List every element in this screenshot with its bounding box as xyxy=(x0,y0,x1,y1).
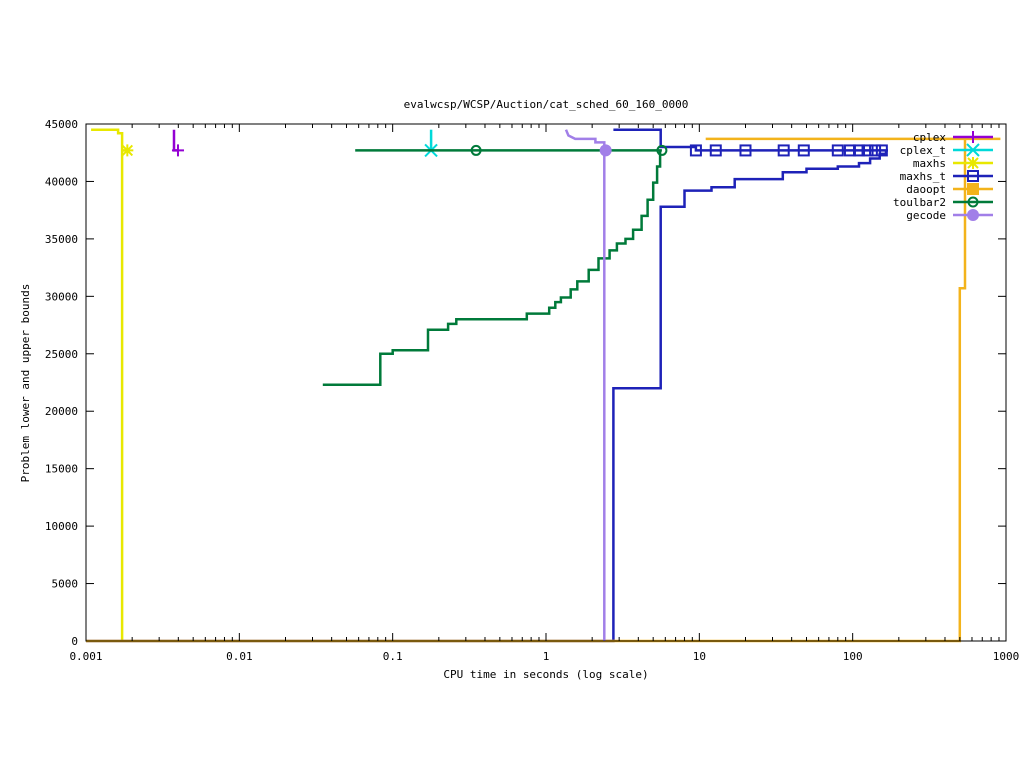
series-point-toulbar2 xyxy=(656,144,668,156)
series-line-toulbar2 xyxy=(322,150,662,387)
x-tick-label: 1 xyxy=(543,650,550,663)
series-point-maxhs_t xyxy=(689,144,702,157)
series-cplex_t xyxy=(424,129,438,158)
y-tick-label: 45000 xyxy=(45,118,78,131)
series-line-maxhs_t xyxy=(613,128,888,152)
x-tick-label: 10 xyxy=(693,650,706,663)
series-point-maxhs_t xyxy=(831,144,844,157)
legend-label-gecode: gecode xyxy=(906,209,946,222)
series-daoopt xyxy=(86,137,1001,643)
x-tick-label: 0.1 xyxy=(383,650,403,663)
legend: cplexcplex_tmaxhsmaxhs_tdaoopttoulbar2ge… xyxy=(893,131,993,222)
y-axis-label: Problem lower and upper bounds xyxy=(19,284,32,483)
series-point-maxhs_t xyxy=(875,144,888,157)
axis-ticks: 0.001 0.01 0.1 1 10 100 1000050001000015000200… xyxy=(45,118,1019,663)
series-line-maxhs xyxy=(91,128,124,641)
series-maxhs_t xyxy=(86,128,888,643)
series-point-toulbar2 xyxy=(470,144,482,156)
y-tick-label: 15000 xyxy=(45,463,78,476)
series-maxhs xyxy=(91,128,134,641)
series-point-maxhs_t xyxy=(853,144,866,157)
legend-marker-maxhs xyxy=(967,157,979,169)
plot-frame xyxy=(85,123,1007,642)
legend-label-maxhs_t: maxhs_t xyxy=(900,170,946,183)
y-tick-label: 30000 xyxy=(45,290,78,303)
legend-marker-gecode xyxy=(967,209,979,221)
legend-label-maxhs: maxhs xyxy=(913,157,946,170)
series-line-gecode xyxy=(564,129,606,641)
y-tick-label: 0 xyxy=(71,635,78,648)
legend-label-cplex: cplex xyxy=(913,131,946,144)
x-tick-label: 0.01 xyxy=(226,650,253,663)
series-point-maxhs_t xyxy=(777,144,790,157)
legend-label-daoopt: daoopt xyxy=(906,183,946,196)
x-tick-label: 1000 xyxy=(993,650,1020,663)
legend-marker-cplex_t xyxy=(966,143,980,157)
series-point-maxhs_t xyxy=(739,144,752,157)
x-tick-label: 0.001 xyxy=(69,650,102,663)
plot-area xyxy=(86,128,1001,643)
legend-marker-cplex xyxy=(967,131,979,143)
series-cplex xyxy=(171,129,184,157)
y-tick-label: 10000 xyxy=(45,520,78,533)
series-line-maxhs_t xyxy=(86,150,888,643)
series-point-maxhs_t xyxy=(869,144,882,157)
x-tick-label: 100 xyxy=(843,650,863,663)
series-line-daoopt xyxy=(86,138,967,643)
series-point-cplex xyxy=(171,144,184,157)
legend-marker-toulbar2 xyxy=(967,196,979,208)
chart-title: evalwcsp/WCSP/Auction/cat_sched_60_160_0… xyxy=(404,98,689,111)
y-tick-label: 25000 xyxy=(45,348,78,361)
series-point-maxhs_t xyxy=(797,144,810,157)
series-point-maxhs xyxy=(121,144,134,157)
y-tick-label: 20000 xyxy=(45,405,78,418)
y-tick-label: 40000 xyxy=(45,175,78,188)
x-axis-label: CPU time in seconds (log scale) xyxy=(443,668,648,681)
series-gecode xyxy=(564,129,612,641)
legend-marker-daoopt xyxy=(967,183,979,195)
series-toulbar2 xyxy=(322,144,668,387)
legend-marker-maxhs_t xyxy=(967,170,979,182)
series-point-maxhs_t xyxy=(861,144,874,157)
series-point-gecode xyxy=(599,144,612,157)
legend-label-toulbar2: toulbar2 xyxy=(893,196,946,209)
legend-label-cplex_t: cplex_t xyxy=(900,144,946,157)
y-tick-label: 35000 xyxy=(45,233,78,246)
series-point-maxhs_t xyxy=(709,144,722,157)
y-tick-label: 5000 xyxy=(52,578,79,591)
